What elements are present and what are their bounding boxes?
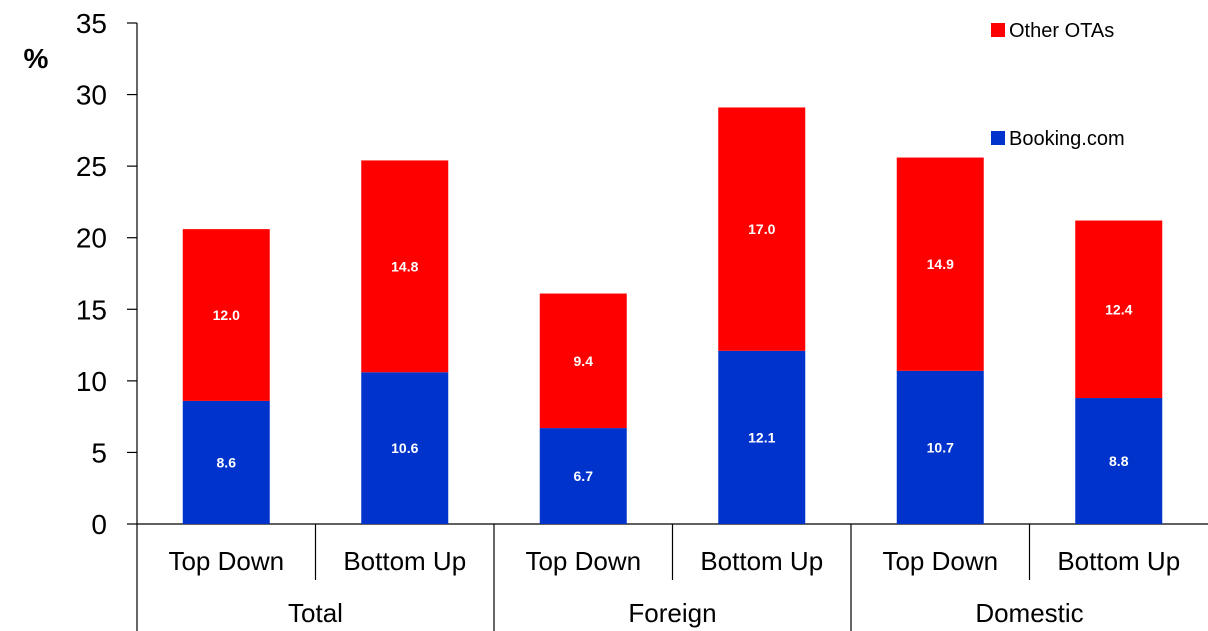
data-label: 12.0 [213,307,240,323]
legend-swatch [991,131,1005,145]
bar-segment [1075,220,1163,399]
data-label: 12.1 [748,429,775,445]
data-label: 14.8 [391,258,418,274]
bar-segment [718,350,806,524]
data-label: 12.4 [1105,301,1132,317]
bar-segment [539,428,627,524]
category-label: Top Down [168,546,284,576]
y-tick-label: 20 [76,223,107,254]
y-tick-label: 35 [76,8,107,39]
legend-label: Other OTAs [1009,20,1114,42]
bar-segment [361,160,449,373]
y-tick-label: 15 [76,294,107,325]
legend-label: Booking.com [1009,128,1125,150]
group-label: Total [288,598,343,628]
bar-segment [182,400,270,524]
category-label: Bottom Up [700,546,823,576]
y-tick-label: 25 [76,151,107,182]
category-label: Bottom Up [1057,546,1180,576]
bar-segment [718,107,806,351]
y-tick-label: 30 [76,80,107,111]
bar-segment [361,372,449,524]
data-label: 8.6 [217,454,237,470]
bar-segment [1075,398,1163,524]
group-label: Foreign [628,598,716,628]
axes: 0 5 10 15 20 25 30 35 Top Down Bottom Up Top Down B… [76,8,1208,631]
category-label: Bottom Up [343,546,466,576]
bar-segment [182,229,270,401]
data-label: 8.8 [1109,453,1129,469]
data-label: 10.6 [391,440,418,456]
data-label: 6.7 [574,468,594,484]
bar-segment [896,157,984,371]
data-label: 17.0 [748,221,775,237]
category-label: Top Down [882,546,998,576]
bars: 8.6 12.0 10.6 14.8 6.7 9.4 12.1 17.0 10.7 14.9 8.8… [182,107,1163,524]
bar-segment [896,370,984,524]
group-label: Domestic [975,598,1083,628]
category-label: Top Down [525,546,641,576]
y-tick-label: 5 [91,437,107,468]
data-label: 10.7 [927,439,954,455]
y-tick-label: 0 [91,509,107,540]
unit-label: % [24,43,49,74]
data-label: 14.9 [927,256,954,272]
y-tick-label: 10 [76,366,107,397]
legend-swatch [991,23,1005,37]
legend: Other OTAs Booking.com [991,20,1125,150]
bar-segment [539,293,627,429]
data-label: 9.4 [574,353,594,369]
